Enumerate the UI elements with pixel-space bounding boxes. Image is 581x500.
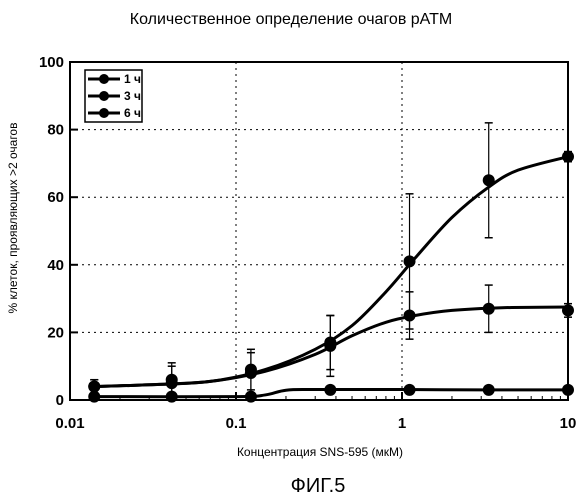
- data-point: [166, 374, 178, 386]
- data-point: [562, 304, 574, 316]
- series-3: [88, 123, 574, 397]
- data-point: [88, 380, 100, 392]
- x-tick-label: 1: [398, 415, 406, 432]
- plot-area: [70, 62, 568, 400]
- data-point: [324, 337, 336, 349]
- legend-marker: [99, 91, 109, 101]
- data-point: [245, 364, 257, 376]
- legend-marker: [99, 74, 109, 84]
- x-tick-label: 0.01: [55, 415, 84, 432]
- data-point: [404, 255, 416, 267]
- y-tick-label: 0: [56, 392, 64, 409]
- legend-marker: [99, 108, 109, 118]
- data-point: [324, 384, 336, 396]
- legend: 1 ч 3 ч 6 ч: [85, 70, 142, 122]
- y-tick-label: 60: [47, 189, 64, 206]
- grid-lines: [70, 62, 568, 400]
- legend-label: 1 ч: [124, 72, 141, 86]
- data-point: [483, 174, 495, 186]
- data-point: [483, 303, 495, 315]
- series-layer: [88, 123, 574, 403]
- y-axis-label: % клеток, проявляющих >2 очагов: [6, 123, 20, 314]
- data-point: [562, 384, 574, 396]
- x-axis-label: Концентрация SNS-595 (мкМ): [237, 445, 403, 459]
- chart-title: Количественное определение очагов pATM: [130, 11, 453, 28]
- y-tick-label: 40: [47, 257, 64, 274]
- y-tick-label: 80: [47, 122, 64, 139]
- y-tick-label: 20: [47, 324, 64, 341]
- data-point: [562, 151, 574, 163]
- figure-caption: ФИГ.5: [291, 475, 346, 497]
- legend-label: 3 ч: [124, 89, 141, 103]
- legend-label: 6 ч: [124, 106, 141, 120]
- data-point: [404, 384, 416, 396]
- x-tick-label: 0.1: [226, 415, 247, 432]
- series-curve: [94, 157, 568, 387]
- y-tick-label: 100: [39, 54, 64, 71]
- x-tick-label: 10: [560, 415, 577, 432]
- data-point: [483, 384, 495, 396]
